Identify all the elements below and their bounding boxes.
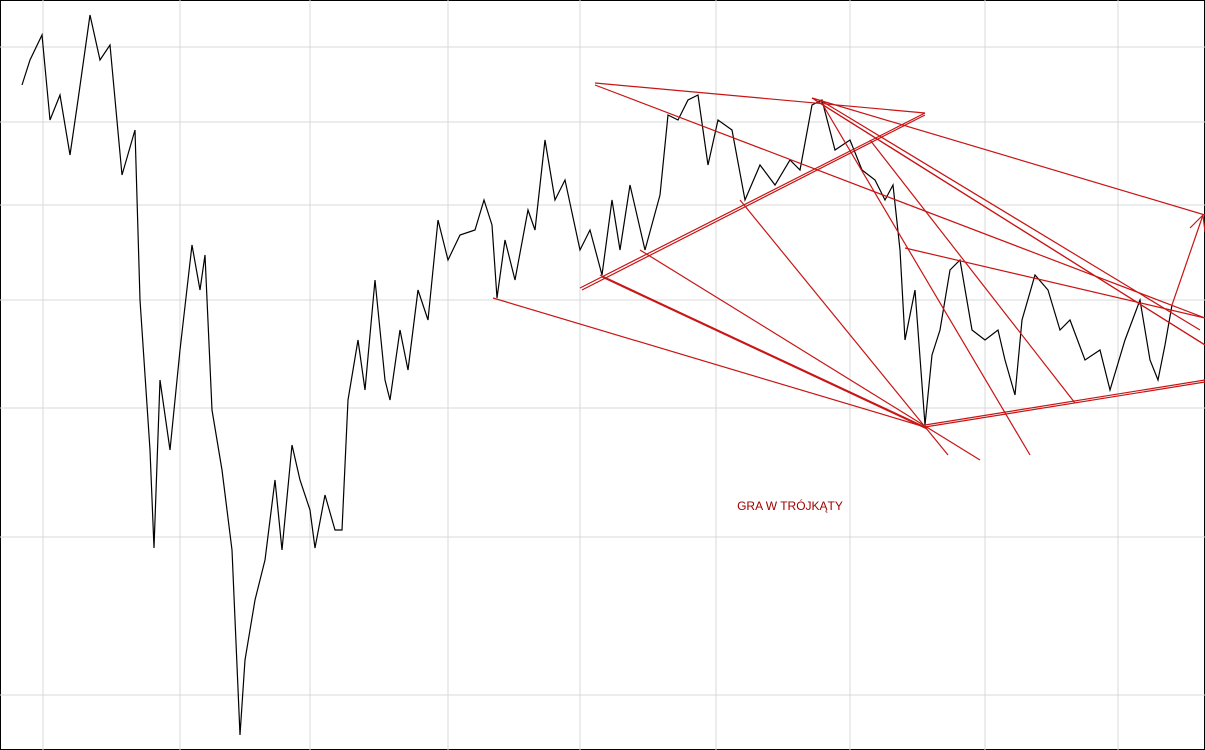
annotation: GRA W TRÓJKĄTY bbox=[737, 498, 843, 513]
trendlines bbox=[492, 82, 1205, 461]
price-line bbox=[21, 14, 1173, 736]
